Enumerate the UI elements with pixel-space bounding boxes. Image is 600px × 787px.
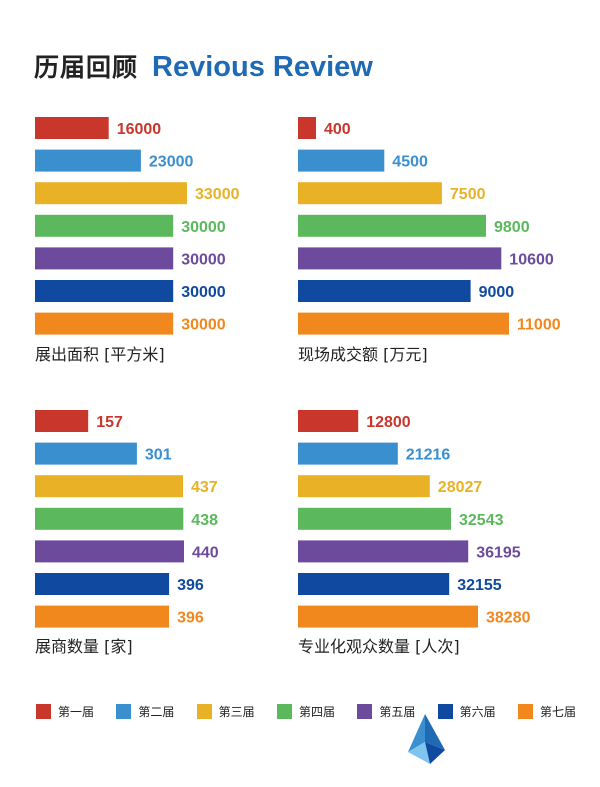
- chart-title: 展商数量 [家]: [35, 637, 133, 656]
- title-english: Revious Review: [152, 51, 373, 83]
- legend-swatch: [196, 704, 212, 719]
- bar: [35, 280, 174, 302]
- bar-value-label: 30000: [181, 219, 226, 236]
- bar: [298, 605, 478, 628]
- bar-value-label: 12800: [366, 414, 411, 431]
- bar: [298, 475, 430, 498]
- bar: [298, 573, 450, 595]
- legend-label: 第三届: [218, 705, 255, 719]
- page-title: 历届回顾 Revious Review: [34, 48, 373, 92]
- bar-value-label: 400: [324, 121, 351, 138]
- legend-label: 第一届: [58, 705, 95, 719]
- title-chinese: 历届回顾: [34, 53, 139, 82]
- bar-value-label: 36195: [476, 544, 521, 561]
- legend-label: 第六届: [459, 705, 496, 719]
- bar: [35, 149, 141, 172]
- legend-swatch: [116, 704, 132, 719]
- bar: [298, 149, 385, 172]
- bar-value-label: 30000: [181, 317, 226, 334]
- bar-value-label: 28027: [438, 479, 483, 496]
- bar: [298, 247, 502, 270]
- bar-value-label: 30000: [181, 251, 226, 268]
- legend-item: 第三届: [196, 703, 255, 720]
- bar-value-label: 396: [177, 610, 204, 627]
- bar: [298, 442, 398, 465]
- legend-label: 第七届: [539, 705, 576, 719]
- bar-value-label: 396: [177, 577, 204, 594]
- bar-value-label: 7500: [450, 186, 486, 203]
- legend-item: 第二届: [116, 703, 174, 720]
- chart-title: 现场成交额 [万元]: [298, 345, 428, 364]
- bar-value-label: 10600: [509, 251, 554, 268]
- bar: [35, 247, 174, 270]
- bar: [298, 117, 316, 139]
- bar: [298, 507, 451, 530]
- legend-swatch: [517, 704, 533, 719]
- bar-value-label: 11000: [517, 317, 561, 334]
- bar: [298, 214, 486, 237]
- legend-item: 第一届: [36, 703, 94, 720]
- logo-icon: [408, 714, 445, 764]
- bar-value-label: 4500: [392, 154, 428, 171]
- bar: [35, 117, 109, 139]
- legend-swatch: [437, 704, 453, 719]
- bar: [35, 573, 170, 595]
- bar-value-label: 438: [191, 512, 218, 529]
- legend-item: 第七届: [517, 703, 576, 720]
- bar: [35, 182, 187, 205]
- bar-value-label: 437: [191, 479, 218, 496]
- bar: [35, 507, 184, 530]
- bar: [298, 540, 469, 563]
- bar-value-label: 9800: [494, 219, 530, 236]
- legend-label: 第五届: [379, 705, 416, 719]
- bar-value-label: 30000: [181, 284, 226, 301]
- bar-value-label: 38280: [486, 610, 531, 627]
- bar-value-label: 301: [145, 447, 172, 464]
- chart-title: 专业化观众数量 [人次]: [298, 637, 460, 656]
- bar-value-label: 23000: [149, 154, 194, 171]
- legend-swatch: [357, 704, 373, 719]
- legend-item: 第五届: [357, 703, 415, 720]
- legend-item: 第四届: [276, 703, 335, 720]
- bar: [35, 410, 89, 432]
- legend-swatch: [276, 704, 292, 719]
- bar: [298, 312, 509, 335]
- bar: [35, 540, 184, 563]
- legend-swatch: [36, 704, 51, 719]
- legend-item: 第六届: [437, 703, 496, 720]
- bar-value-label: 21216: [406, 447, 451, 464]
- bar-value-label: 157: [96, 414, 123, 431]
- bar-value-label: 32543: [459, 512, 504, 529]
- bar: [35, 475, 183, 498]
- bar: [298, 280, 471, 302]
- bar-value-label: 9000: [479, 284, 515, 301]
- bar-value-label: 440: [192, 544, 219, 561]
- legend-label: 第二届: [138, 705, 175, 719]
- bar: [35, 214, 174, 237]
- legend: 第一届 第二届 第三届 第四届 第五届 第六届 第七届: [36, 703, 576, 720]
- bar-value-label: 33000: [195, 186, 240, 203]
- legend-label: 第四届: [298, 705, 335, 719]
- bar: [35, 312, 174, 335]
- chart-title: 展出面积 [平方米]: [35, 345, 165, 364]
- bar: [298, 410, 359, 432]
- bar-value-label: 16000: [117, 121, 162, 138]
- bar: [35, 605, 170, 628]
- bar-value-label: 32155: [457, 577, 502, 594]
- bar: [298, 182, 442, 205]
- bar: [35, 442, 137, 465]
